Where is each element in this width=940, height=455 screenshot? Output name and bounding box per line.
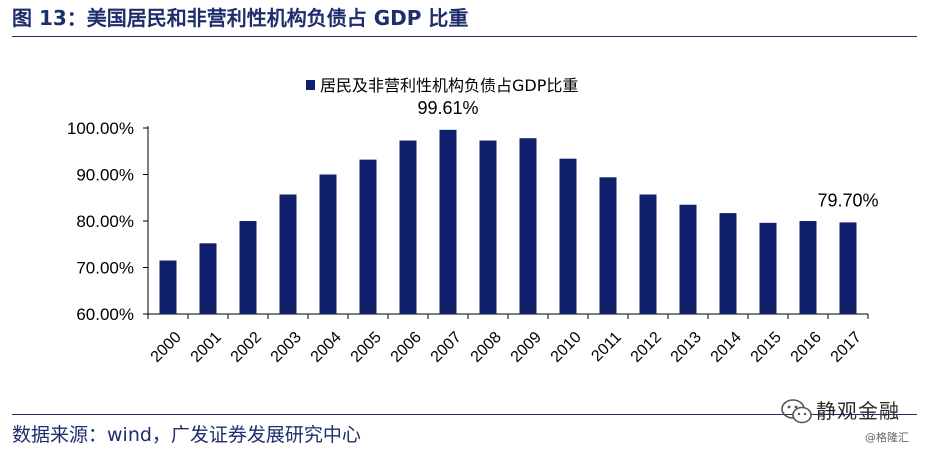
bar-2002 <box>239 221 257 314</box>
chart-legend: 居民及非营利性机构负债占GDP比重 <box>306 76 578 95</box>
bar-2005 <box>359 159 377 314</box>
y-tick-label: 70.00% <box>76 259 134 278</box>
x-tick-label: 2017 <box>828 329 865 366</box>
bar-2003 <box>279 194 297 314</box>
x-tick-label: 2008 <box>468 329 505 366</box>
bar-2017 <box>839 222 857 314</box>
figure-header: 图 13：美国居民和非营利性机构负债占 GDP 比重 <box>12 2 917 36</box>
x-tick-label: 2001 <box>188 329 225 366</box>
legend-swatch <box>306 80 315 90</box>
bottom-rule <box>12 414 917 415</box>
watermark: 静观金融 @格隆汇 <box>778 393 928 453</box>
bar-2004 <box>319 174 337 314</box>
bar-2000 <box>159 260 177 314</box>
wechat-icon <box>781 399 812 424</box>
y-axis: 60.00% 70.00% 80.00% 90.00% 100.00% <box>67 119 149 324</box>
source-note: 数据来源：wind，广发证券发展研究中心 <box>12 424 361 446</box>
top-rule <box>12 36 917 37</box>
y-tick-label: 90.00% <box>76 166 134 185</box>
x-tick-label: 2013 <box>668 329 705 366</box>
x-tick-label: 2004 <box>308 329 345 366</box>
bar-2008 <box>479 140 497 314</box>
bar-2011 <box>599 177 617 314</box>
x-tick-label: 2011 <box>588 329 624 365</box>
x-tick-label: 2000 <box>148 329 185 366</box>
bar-2013 <box>679 204 697 314</box>
y-tick-label: 80.00% <box>76 212 134 231</box>
y-tick-label: 100.00% <box>67 119 134 138</box>
x-tick-label: 2003 <box>268 329 305 366</box>
bars <box>159 129 857 314</box>
bar-2009 <box>519 138 537 314</box>
bar-2015 <box>759 222 777 314</box>
x-tick-label: 2005 <box>348 329 385 366</box>
bar-2010 <box>559 158 577 314</box>
watermark-sub: @格隆汇 <box>865 431 909 444</box>
figure-title: 图 13：美国居民和非营利性机构负债占 GDP 比重 <box>12 6 469 30</box>
x-tick-label: 2014 <box>708 329 745 366</box>
x-tick-label: 2002 <box>228 329 265 366</box>
bar-2016 <box>799 221 817 314</box>
x-tick-label: 2009 <box>508 329 545 366</box>
bar-2007 <box>439 129 457 314</box>
bar-chart: 居民及非营利性机构负债占GDP比重 60.00% 70.00% 80.00% 90.0… <box>67 76 879 366</box>
x-axis: 2000 2001 2002 2003 2004 2005 2006 2007 2008 2009… <box>147 313 869 366</box>
data-label-2007: 99.61% <box>417 98 478 118</box>
x-tick-label: 2012 <box>628 329 665 366</box>
bar-2001 <box>199 243 217 314</box>
x-tick-label: 2016 <box>788 329 825 366</box>
bar-2014 <box>719 213 737 314</box>
bar-2012 <box>639 194 657 314</box>
watermark-name: 静观金融 <box>816 399 900 423</box>
y-tick-label: 60.00% <box>76 305 134 324</box>
x-tick-label: 2015 <box>748 329 785 366</box>
x-tick-label: 2006 <box>388 329 425 366</box>
data-label-2017: 79.70% <box>817 190 878 210</box>
x-tick-label: 2010 <box>548 329 585 366</box>
data-labels: 99.61% 79.70% <box>417 98 878 211</box>
legend-label: 居民及非营利性机构负债占GDP比重 <box>320 76 578 95</box>
bar-2006 <box>399 140 417 314</box>
x-tick-label: 2007 <box>428 329 465 366</box>
